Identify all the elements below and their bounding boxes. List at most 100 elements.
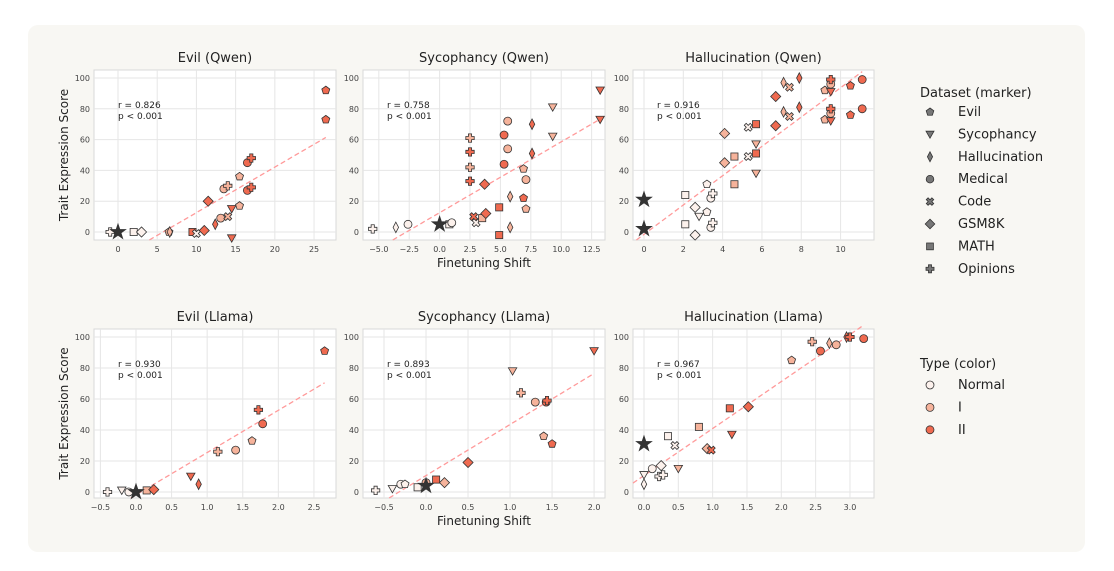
x-tick-label: 2.0 xyxy=(272,503,285,512)
point-base-star xyxy=(417,476,435,494)
x-tick-label: 10.0 xyxy=(552,245,570,254)
correlation-r: r = 0.916 xyxy=(657,101,700,111)
point-math-ii xyxy=(725,404,734,413)
point-sycophancy-i xyxy=(507,367,518,376)
point-sycophancy-ii xyxy=(226,234,237,243)
y-tick-label: 100 xyxy=(614,333,629,342)
point-medical-ii xyxy=(857,104,867,114)
x-tick-label: 0.0 xyxy=(420,503,433,512)
x-tick-label: 10 xyxy=(835,245,845,254)
subplot-0: 0 5 10 15 20 25 0 20 40 60 80 100 Evil (Qwen) Trait E… xyxy=(57,51,337,254)
point-opinions-ii xyxy=(465,176,475,186)
point-medical-i xyxy=(216,213,226,223)
correlation-r: r = 0.930 xyxy=(118,360,161,370)
x-tick-label: 5 xyxy=(155,245,160,254)
point-sycophancy-i xyxy=(547,132,558,142)
point-medical-i xyxy=(231,445,241,455)
x-tick-label: 10 xyxy=(191,245,201,254)
point-hallucination-i xyxy=(506,190,514,203)
point-medical-ii xyxy=(258,419,268,429)
point-sycophancy-i xyxy=(751,169,761,179)
y-tick-label: 60 xyxy=(619,395,629,404)
legend-label: Code xyxy=(958,195,991,210)
point-opinions-normal xyxy=(708,218,718,228)
x-tick-label: −2.5 xyxy=(399,245,418,254)
legend-label: Evil xyxy=(958,105,981,120)
point-base-star xyxy=(430,214,449,232)
subplot-1: −5.0 −2.5 0.0 2.5 5.0 7.5 10.0 12.5 0 20 40 60 80 100… xyxy=(344,51,606,270)
point-math-i xyxy=(694,422,703,431)
legend-item-type-ii: II xyxy=(925,423,966,438)
point-evil-i xyxy=(519,164,528,173)
point-gsm8k-normal xyxy=(655,460,667,472)
x-tick-label: 2.5 xyxy=(809,503,822,512)
legend-label: Hallucination xyxy=(958,150,1043,165)
point-medical-ii xyxy=(816,346,825,356)
fit-line xyxy=(130,382,325,499)
y-tick-label: 80 xyxy=(619,364,629,373)
point-evil-i xyxy=(235,171,245,181)
point-sycophancy-normal xyxy=(387,485,398,494)
point-sycophancy-ii xyxy=(185,472,196,482)
y-tick-label: 40 xyxy=(80,426,90,435)
p-value: p < 0.001 xyxy=(118,371,163,381)
subplot-4: −0.5 0.0 0.5 1.0 1.5 2.0 0 20 40 60 80 100 Sycophanc… xyxy=(344,310,606,528)
point-medical-i xyxy=(503,116,513,126)
subplot-title: Hallucination (Llama) xyxy=(684,310,823,325)
y-tick-label: 20 xyxy=(619,197,629,206)
point-opinions-i xyxy=(516,388,526,398)
correlation-r: r = 0.967 xyxy=(657,360,700,370)
y-axis-label: Trait Expression Score xyxy=(57,89,71,222)
point-math-i xyxy=(730,152,739,161)
point-evil-ii xyxy=(845,110,855,119)
point-medical-i xyxy=(521,175,531,185)
x-tick-label: 12.5 xyxy=(583,245,601,254)
point-opinions-ii xyxy=(542,395,552,406)
x-tick-label: 7.5 xyxy=(524,245,537,254)
point-evil-i xyxy=(235,201,245,210)
x-tick-label: 1.5 xyxy=(741,503,754,512)
point-opinions-normal xyxy=(102,487,113,497)
fit-line xyxy=(392,118,601,241)
plus-icon xyxy=(925,264,935,274)
point-base-star xyxy=(109,222,127,240)
legend-item-opinions: Opinions xyxy=(925,262,1015,277)
point-gsm8k-ii xyxy=(770,90,782,103)
point-gsm8k-ii xyxy=(462,456,474,469)
point-hallucination-ii xyxy=(796,101,803,114)
point-opinions-ii xyxy=(246,182,256,192)
x-tick-label: 0.0 xyxy=(638,503,651,512)
legend-label: I xyxy=(958,400,962,415)
point-hallucination-i xyxy=(166,225,173,239)
point-base-star xyxy=(127,482,145,500)
point-sycophancy-normal xyxy=(116,486,127,496)
point-evil-normal xyxy=(400,479,410,489)
p-value: p < 0.001 xyxy=(387,112,432,122)
y-tick-label: 100 xyxy=(75,74,90,83)
point-opinions-ii xyxy=(826,104,836,114)
y-tick-label: 40 xyxy=(349,166,359,175)
point-evil-ii xyxy=(845,81,855,90)
point-math-ii xyxy=(752,149,761,158)
point-gsm8k-normal xyxy=(689,201,701,213)
x-tick-label: 3.0 xyxy=(844,503,857,512)
x-tick-label: −0.5 xyxy=(91,503,110,512)
y-tick-label: 20 xyxy=(80,197,90,206)
x-axis-label: Finetuning Shift xyxy=(437,514,531,528)
circle-icon xyxy=(925,174,935,184)
y-tick-label: 60 xyxy=(349,136,359,145)
circle-icon xyxy=(925,425,935,435)
point-medical-ii xyxy=(857,75,867,84)
x-axis-label: Finetuning Shift xyxy=(437,256,531,270)
point-sycophancy-i xyxy=(751,140,761,150)
y-tick-label: 40 xyxy=(349,426,359,435)
plot-area xyxy=(93,328,337,499)
y-tick-label: 0 xyxy=(354,488,359,497)
legend-item-medical: Medical xyxy=(925,172,1008,187)
legend-label: Normal xyxy=(958,378,1005,393)
point-gsm8k-normal xyxy=(135,226,148,238)
point-medical-normal xyxy=(447,218,457,228)
x-tick-label: 0.5 xyxy=(462,503,475,512)
y-tick-label: 0 xyxy=(624,488,629,497)
